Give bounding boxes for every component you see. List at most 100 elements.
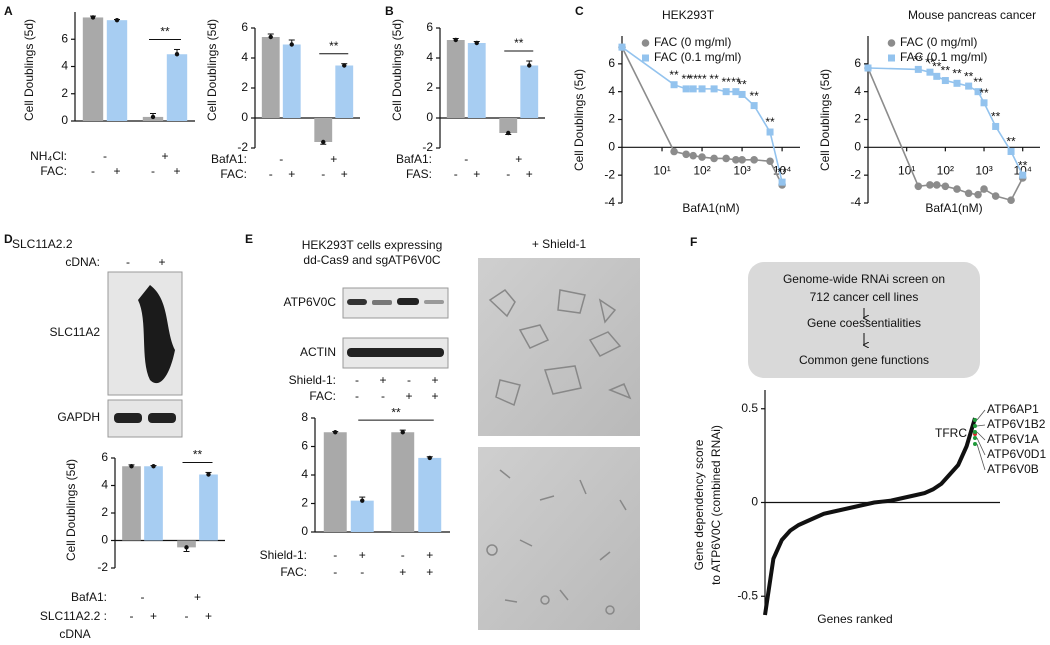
data-point — [710, 154, 718, 163]
y-axis-label: Cell Doublings (5d) — [205, 19, 219, 121]
significance-label: ** — [681, 72, 691, 86]
micrograph-label: + Shield-1 — [532, 237, 587, 251]
y-tick-label: 6 — [426, 20, 433, 34]
condition-mark: - — [151, 164, 155, 178]
y-tick-label: 2 — [61, 86, 68, 100]
data-point — [151, 464, 156, 469]
data-point — [732, 156, 740, 164]
data-point — [933, 72, 941, 80]
y-tick-label: -0.5 — [737, 588, 758, 602]
data-point — [184, 545, 189, 550]
data-point — [974, 190, 982, 199]
data-point — [90, 15, 96, 20]
bar — [282, 44, 301, 118]
condition-label: SLC11A2.2 : — [40, 609, 107, 623]
gene-leader — [976, 431, 986, 441]
data-point — [953, 185, 961, 193]
condition-label: FAC: — [220, 167, 247, 181]
data-point — [400, 430, 405, 435]
data-point — [750, 156, 758, 164]
condition-mark: + — [405, 389, 412, 403]
condition-label: FAS: — [406, 167, 432, 181]
data-point — [268, 34, 273, 40]
row-label: cDNA: — [65, 255, 100, 269]
data-point — [992, 122, 1000, 130]
condition-mark: + — [341, 167, 348, 181]
significance-label: ** — [737, 78, 747, 92]
y-axis-label: Gene dependency score — [692, 439, 706, 570]
significance-label: ** — [941, 64, 951, 78]
data-point — [1007, 196, 1015, 205]
y-tick-label: 6 — [61, 31, 68, 45]
y-tick-label: 0 — [608, 140, 615, 154]
condition-mark: + — [431, 373, 438, 387]
data-point — [1007, 148, 1015, 156]
condition-label: BafA1: — [211, 152, 247, 166]
significance-label: ** — [731, 75, 741, 89]
y-tick-label: 2 — [101, 505, 108, 519]
data-point — [941, 182, 950, 191]
significance-label: ** — [721, 75, 731, 89]
data-point — [682, 85, 690, 93]
condition-mark: + — [399, 565, 406, 579]
blot-band — [397, 298, 419, 305]
y-tick-label: 0 — [61, 113, 68, 127]
condition-mark: + — [515, 152, 522, 166]
condition-label: FAC: — [309, 389, 336, 403]
legend-label: FAC (0.1 mg/ml) — [654, 50, 741, 64]
y-axis-label: Cell Doublings (5d) — [818, 69, 832, 171]
panel-label: D — [4, 232, 13, 246]
legend-label: FAC (0 mg/ml) — [900, 35, 977, 49]
gene-label: ATP6AP1 — [987, 402, 1039, 416]
bar — [199, 474, 218, 541]
data-point — [722, 154, 730, 163]
blot-caption: HEK293T cells expressing — [302, 238, 443, 252]
significance-label: ** — [193, 448, 203, 462]
data-point — [682, 150, 690, 159]
condition-mark: + — [526, 167, 533, 181]
condition-label: Shield-1: — [289, 373, 336, 387]
significance-label: ** — [160, 25, 170, 39]
gene-leader — [976, 437, 986, 456]
gene-dot — [973, 436, 977, 440]
bar — [446, 40, 465, 118]
y-tick-label: 0 — [101, 533, 108, 547]
data-point — [670, 81, 678, 89]
cell-outlines — [486, 289, 632, 615]
condition-mark: - — [454, 167, 458, 181]
bar — [177, 540, 196, 548]
condition-mark: - — [464, 152, 468, 166]
significance-label: ** — [391, 405, 401, 419]
micrograph — [478, 447, 640, 630]
series-line — [621, 46, 783, 183]
gene-leader — [976, 409, 986, 421]
significance-label: ** — [1018, 158, 1028, 172]
x-tick-label: 10² — [693, 164, 710, 178]
condition-mark: + — [330, 152, 337, 166]
condition-mark: - — [185, 609, 189, 623]
data-point — [689, 85, 697, 93]
data-point — [914, 65, 922, 73]
data-point — [738, 90, 746, 98]
data-point — [980, 185, 988, 193]
y-tick-label: 0 — [301, 524, 308, 538]
bar — [106, 20, 128, 121]
blot-band — [347, 299, 367, 305]
blot-band — [372, 300, 392, 305]
x-tick-label: 10² — [937, 164, 954, 178]
significance-label: ** — [991, 110, 1001, 124]
data-point — [965, 82, 973, 90]
data-point — [527, 63, 532, 68]
condition-mark: - — [103, 149, 107, 163]
y-axis-label: Cell Doublings (5d) — [572, 69, 586, 171]
significance-label: ** — [952, 66, 962, 80]
legend-marker — [888, 54, 895, 62]
flowchart-step: Common gene functions — [799, 353, 929, 367]
condition-label: FAC: — [40, 164, 67, 178]
y-tick-label: 4 — [61, 59, 68, 73]
condition-mark: + — [473, 167, 480, 181]
y-axis-label: Cell Doublings (5d) — [390, 19, 404, 121]
condition-mark: - — [506, 167, 510, 181]
data-point — [864, 64, 872, 72]
